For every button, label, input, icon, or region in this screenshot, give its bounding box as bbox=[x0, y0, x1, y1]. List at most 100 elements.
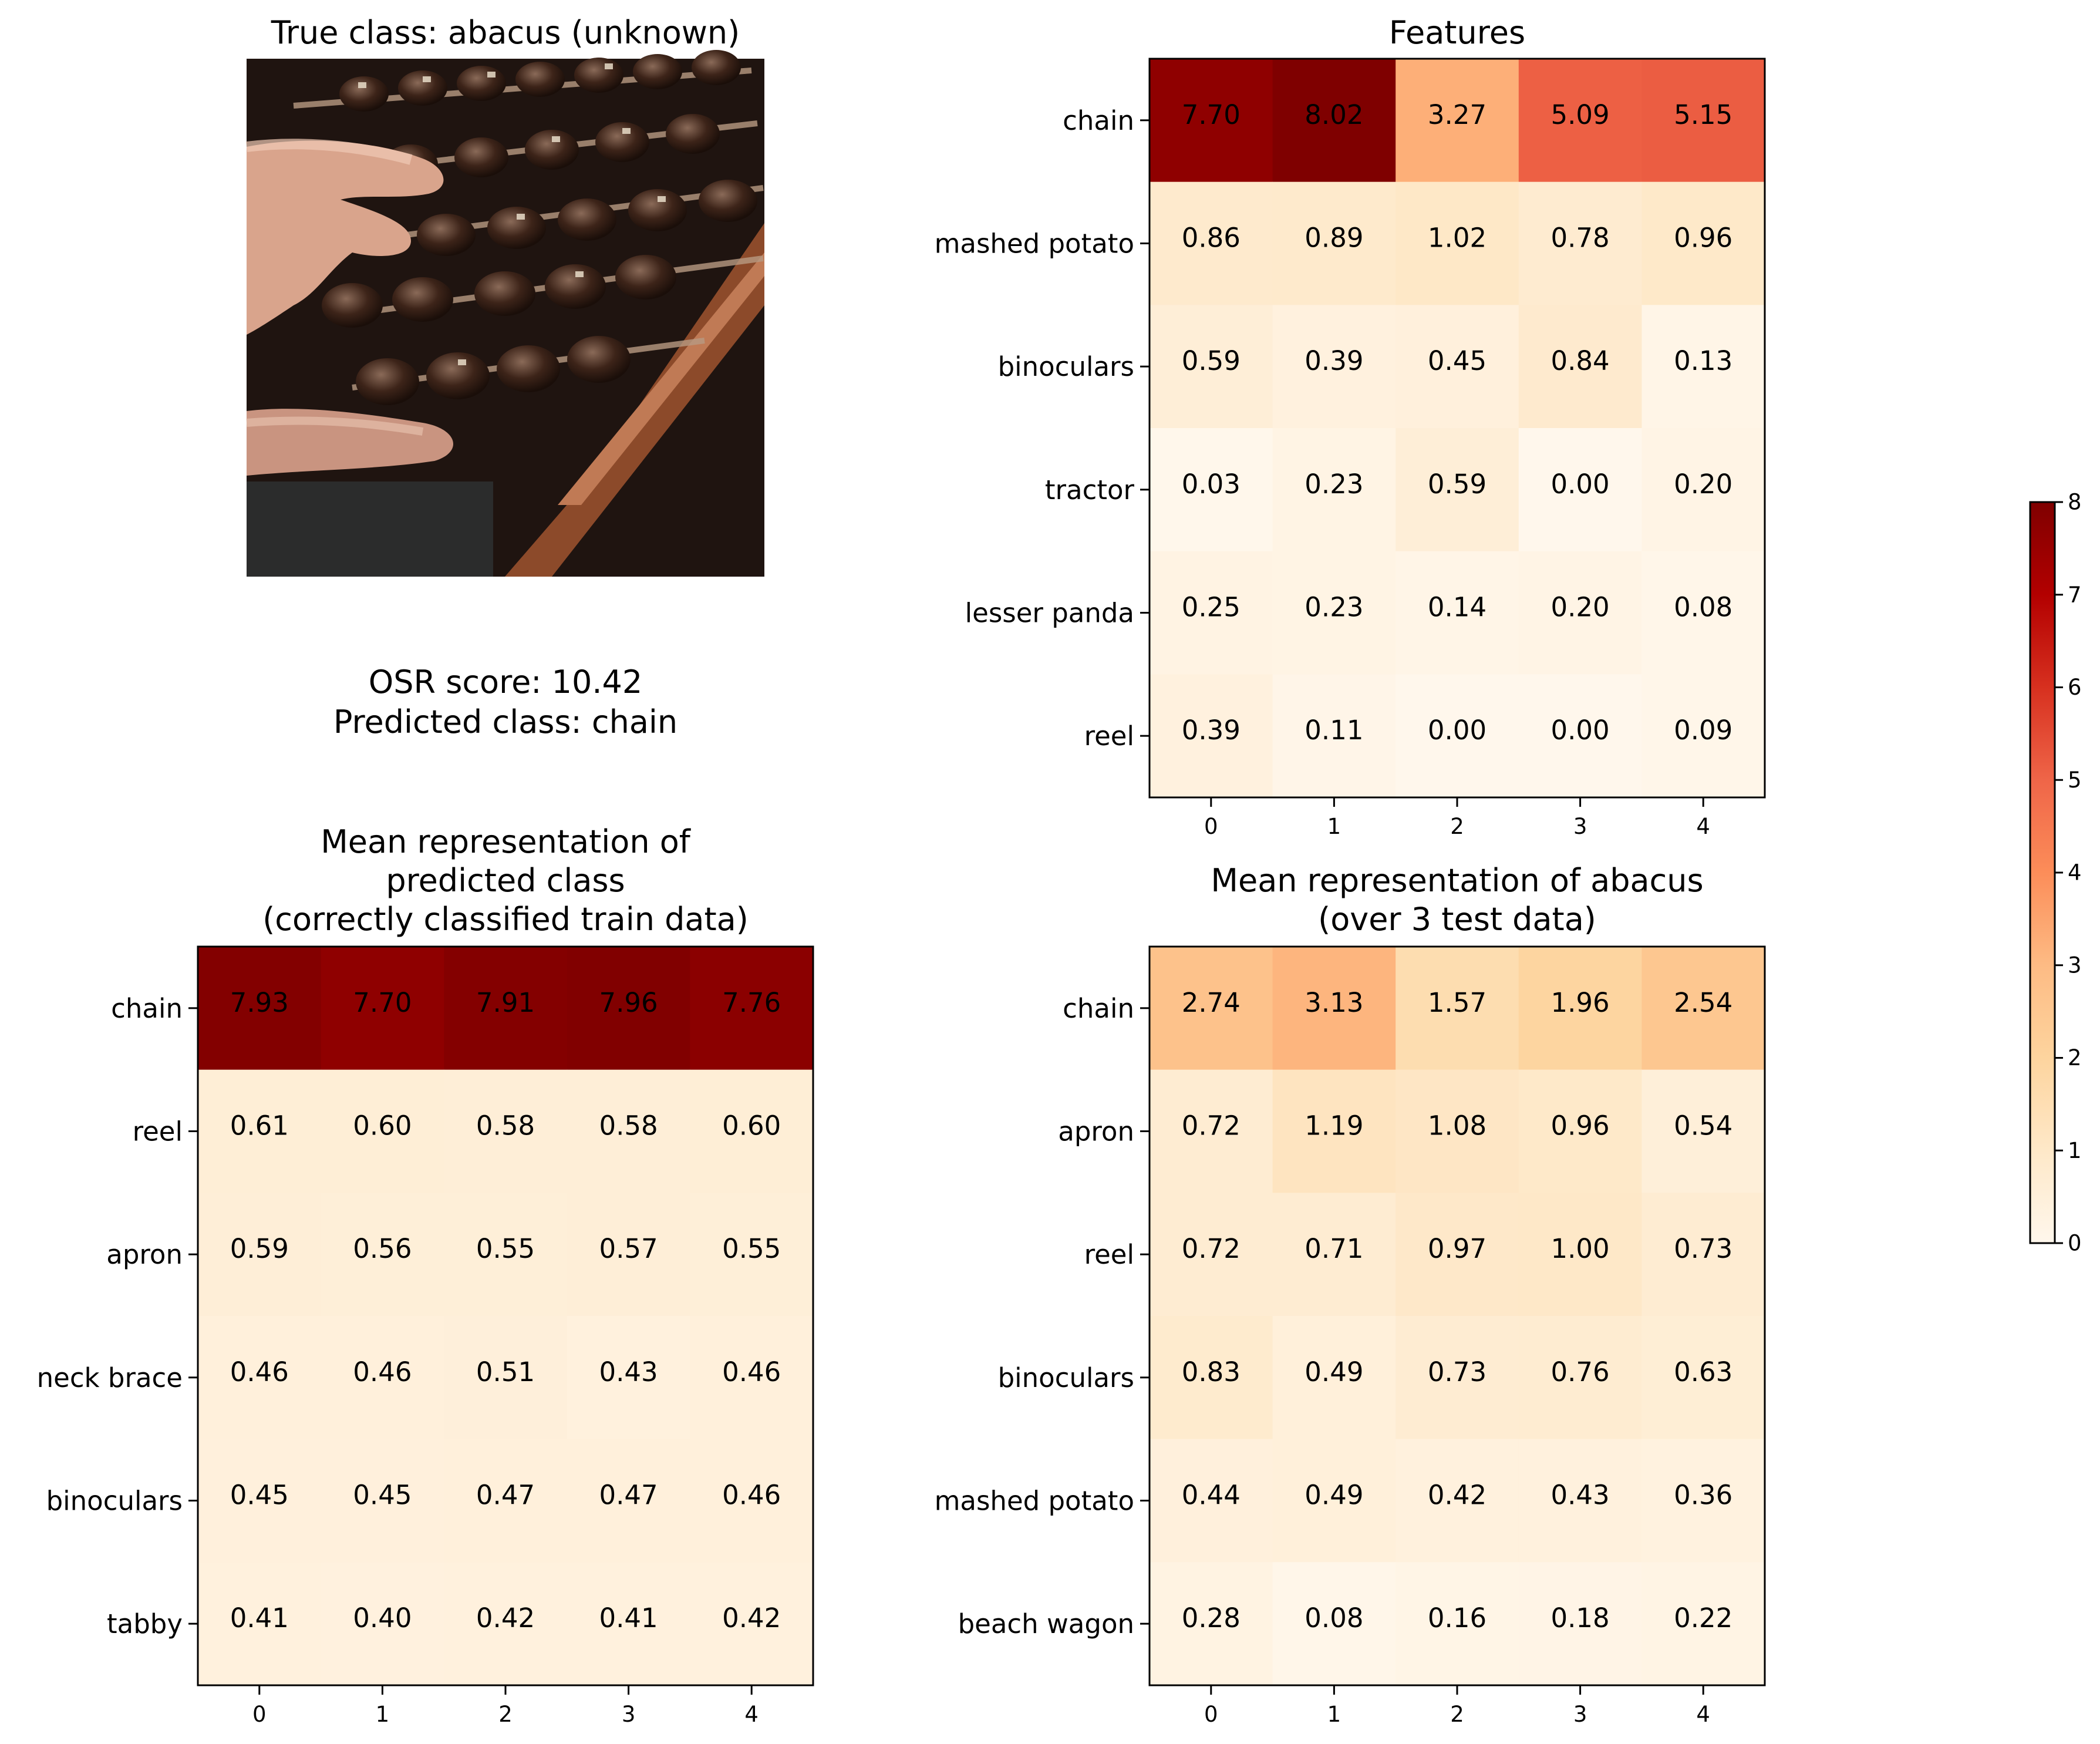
x-tick-label: 2 bbox=[498, 1702, 513, 1727]
colorbar-tick-label: 1 bbox=[2068, 1138, 2082, 1163]
heatmap-cell bbox=[1641, 947, 1765, 1070]
cell-value-label: 0.11 bbox=[1305, 715, 1363, 746]
heatmap-cell bbox=[1641, 1439, 1765, 1563]
y-tick-label: binoculars bbox=[998, 351, 1134, 382]
heatmap-cell bbox=[444, 1193, 568, 1317]
cell-value-label: 0.56 bbox=[353, 1233, 412, 1264]
y-tick-label: tractor bbox=[1045, 474, 1135, 506]
heatmap-cell bbox=[1518, 1562, 1642, 1686]
heatmap-cell bbox=[1395, 674, 1519, 798]
abacus-photo-icon bbox=[245, 50, 764, 577]
heatmap-cell bbox=[567, 1562, 690, 1686]
heatmap-cell bbox=[198, 947, 322, 1070]
heatmap-title-line: Mean representation of bbox=[321, 823, 692, 860]
cell-value-label: 0.72 bbox=[1182, 1110, 1241, 1142]
heatmap-cell bbox=[1150, 305, 1273, 429]
colorbar-tick-label: 0 bbox=[2068, 1231, 2082, 1256]
heatmap-cell bbox=[1395, 1193, 1519, 1317]
cell-value-label: 0.72 bbox=[1182, 1233, 1241, 1264]
heatmap-cell bbox=[1150, 551, 1273, 675]
cell-value-label: 0.45 bbox=[1428, 345, 1486, 376]
heatmap-title-line: Features bbox=[1389, 14, 1525, 51]
features-heatmap: Features 7.70 8.02 3.27 5.09 5.15 0.86 0.89 1.02… bbox=[935, 14, 1766, 839]
cell-value-label: 0.36 bbox=[1674, 1480, 1732, 1511]
y-tick-label: lesser panda bbox=[965, 598, 1134, 629]
cell-value-label: 0.28 bbox=[1182, 1602, 1241, 1634]
cell-value-label: 7.70 bbox=[1182, 99, 1241, 130]
x-tick-label: 3 bbox=[622, 1702, 636, 1727]
heatmap-cell bbox=[1150, 1316, 1273, 1440]
cell-value-label: 0.00 bbox=[1428, 715, 1486, 746]
x-tick-label: 4 bbox=[1696, 814, 1710, 839]
heatmap-cell bbox=[321, 1439, 444, 1563]
cell-value-label: 1.00 bbox=[1550, 1233, 1609, 1264]
osr-score-text: OSR score: 10.42 bbox=[369, 664, 643, 701]
x-tick-label: 0 bbox=[252, 1702, 267, 1727]
heatmap-cell bbox=[1395, 305, 1519, 429]
cell-value-label: 0.18 bbox=[1550, 1602, 1609, 1634]
heatmap-cell bbox=[1641, 1562, 1765, 1686]
colorbar: 0 1 2 3 4 5 6 7 8 bbox=[2029, 490, 2082, 1256]
cell-value-label: 3.13 bbox=[1305, 987, 1363, 1018]
colorbar-tick-label: 4 bbox=[2068, 860, 2082, 886]
heatmap-cell bbox=[321, 1562, 444, 1686]
cell-value-label: 1.57 bbox=[1428, 987, 1486, 1018]
cell-value-label: 0.43 bbox=[1550, 1480, 1609, 1511]
cell-value-label: 0.23 bbox=[1305, 592, 1363, 623]
heatmap-cell bbox=[1272, 59, 1396, 183]
cell-value-label: 0.84 bbox=[1550, 345, 1609, 376]
x-tick-label: 0 bbox=[1204, 814, 1218, 839]
cell-value-label: 0.73 bbox=[1674, 1233, 1732, 1264]
cell-value-label: 0.71 bbox=[1305, 1233, 1363, 1264]
cell-value-label: 0.22 bbox=[1674, 1602, 1732, 1634]
heatmap-cell bbox=[1272, 305, 1396, 429]
heatmap-cell bbox=[321, 1193, 444, 1317]
predicted-class-text: Predicted class: chain bbox=[333, 703, 677, 740]
y-tick-label: chain bbox=[1063, 993, 1134, 1024]
cell-value-label: 8.02 bbox=[1305, 99, 1363, 130]
heatmap-cell bbox=[567, 1069, 690, 1193]
cell-value-label: 0.55 bbox=[722, 1233, 781, 1264]
heatmap-cell bbox=[1641, 551, 1765, 675]
heatmap-cell bbox=[1272, 1069, 1396, 1193]
cell-value-label: 0.16 bbox=[1428, 1602, 1486, 1634]
heatmap-cell bbox=[321, 947, 444, 1070]
y-tick-label: mashed potato bbox=[935, 1486, 1134, 1517]
heatmap-cell bbox=[1641, 181, 1765, 305]
heatmap-cell bbox=[567, 1439, 690, 1563]
x-tick-label: 3 bbox=[1573, 814, 1587, 839]
heatmap-cell bbox=[1518, 305, 1642, 429]
cell-value-label: 0.73 bbox=[1428, 1356, 1486, 1388]
cell-value-label: 1.19 bbox=[1305, 1110, 1363, 1142]
cell-value-label: 0.40 bbox=[353, 1602, 412, 1634]
heatmap-cell bbox=[1272, 551, 1396, 675]
cell-value-label: 0.61 bbox=[230, 1110, 289, 1142]
heatmap-cell bbox=[1150, 674, 1273, 798]
heatmap-cell bbox=[1395, 1439, 1519, 1563]
x-tick-label: 4 bbox=[744, 1702, 759, 1727]
y-tick-label: apron bbox=[1058, 1116, 1134, 1147]
cell-value-label: 0.23 bbox=[1305, 469, 1363, 500]
heatmap-cell bbox=[1518, 1316, 1642, 1440]
heatmap-cell bbox=[1150, 181, 1273, 305]
cell-value-label: 1.96 bbox=[1550, 987, 1609, 1018]
cell-value-label: 0.59 bbox=[230, 1233, 289, 1264]
heatmap-cell bbox=[321, 1069, 444, 1193]
y-tick-label: reel bbox=[1084, 721, 1134, 752]
cell-value-label: 0.39 bbox=[1305, 345, 1363, 376]
y-tick-label: tabby bbox=[107, 1608, 183, 1639]
heatmap-cell bbox=[198, 1069, 322, 1193]
heatmap-cell bbox=[444, 1439, 568, 1563]
cell-value-label: 0.51 bbox=[476, 1356, 535, 1388]
cell-value-label: 0.00 bbox=[1550, 715, 1609, 746]
heatmap-cell bbox=[444, 1562, 568, 1686]
cell-value-label: 0.86 bbox=[1182, 223, 1241, 254]
cell-value-label: 0.60 bbox=[722, 1110, 781, 1142]
cell-value-label: 0.14 bbox=[1428, 592, 1486, 623]
x-tick-label: 0 bbox=[1204, 1702, 1218, 1727]
colorbar-gradient bbox=[2029, 501, 2056, 1244]
heatmap-cell bbox=[1272, 1562, 1396, 1686]
heatmap-title-line: (correctly classified train data) bbox=[262, 901, 749, 938]
cell-value-label: 2.54 bbox=[1674, 987, 1732, 1018]
heatmap-cell bbox=[690, 1562, 814, 1686]
